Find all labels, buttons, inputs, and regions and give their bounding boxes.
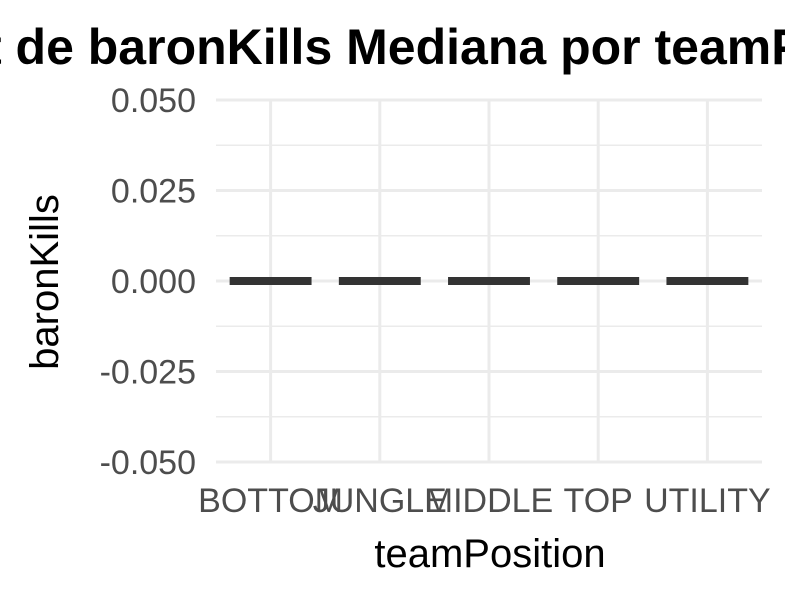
x-axis-title: teamPosition	[374, 532, 605, 576]
x-tick-label: JUNGLE	[313, 482, 447, 520]
x-tick-label: MIDDLE	[425, 482, 553, 520]
y-axis-title: baronKills	[23, 194, 67, 370]
y-tick-label: 0.050	[111, 82, 196, 120]
y-tick-label: -0.050	[100, 444, 196, 482]
y-tick-labels: 0.050 0.025 0.000 -0.025 -0.050	[100, 82, 196, 482]
y-tick-label: 0.000	[111, 263, 196, 301]
y-tick-label: -0.025	[100, 354, 196, 392]
x-tick-label: UTILITY	[644, 482, 771, 520]
y-tick-label: 0.025	[111, 173, 196, 211]
x-tick-label: TOP	[564, 482, 633, 520]
x-tick-label: BOTTOM	[198, 482, 343, 520]
chart-title: Boxplot de baronKills Mediana por teamPo…	[0, 19, 785, 75]
